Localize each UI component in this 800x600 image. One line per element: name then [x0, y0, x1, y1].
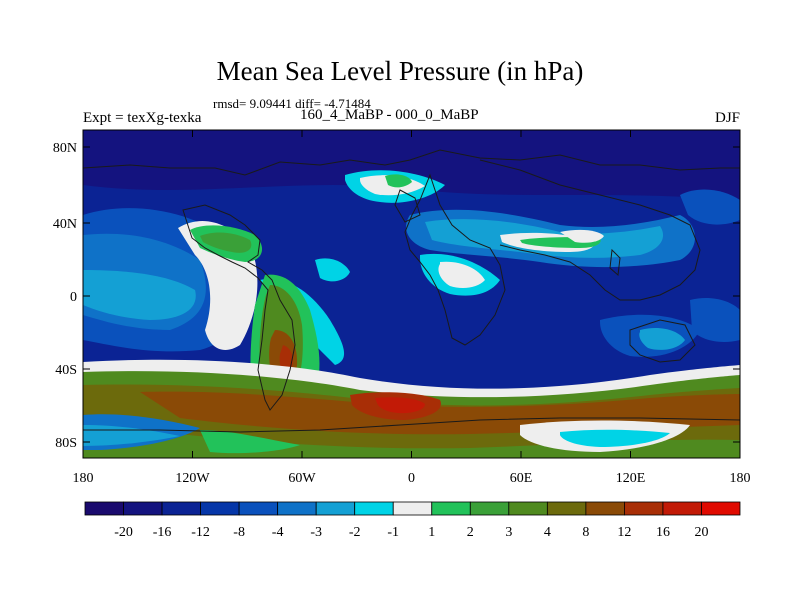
colorbar-label: -20: [114, 525, 133, 540]
colorbar-swatch: [238, 501, 279, 516]
experiment-label: Expt = texXg-texka: [83, 110, 202, 126]
colorbar-label: -3: [310, 525, 322, 540]
colorbar-label: 1: [428, 525, 435, 540]
colorbar-swatch: [431, 501, 471, 516]
colorbar-swatch: [315, 501, 356, 516]
colorbar-swatch: [161, 501, 201, 516]
pressure-field: [83, 130, 740, 458]
colorbar-swatch: [546, 501, 587, 516]
colorbar-label: 20: [694, 525, 708, 540]
lon-tick-label: 120E: [616, 471, 646, 486]
colorbar-swatch: [123, 501, 163, 516]
colorbar-label: -2: [349, 525, 361, 540]
latitude-axis: 80N 40N 0 40S 80S: [53, 141, 740, 451]
colorbar-label: 2: [467, 525, 474, 540]
lon-tick-label: 180: [73, 471, 94, 486]
colorbar-swatch: [662, 501, 702, 516]
colorbar-label: -1: [387, 525, 399, 540]
colorbar-swatch: [84, 501, 124, 516]
colorbar-label: -8: [233, 525, 245, 540]
lon-tick-label: 60E: [510, 471, 533, 486]
colorbar-label: 16: [656, 525, 670, 540]
lat-tick-label: 0: [70, 290, 77, 305]
lat-tick-label: 80S: [55, 436, 77, 451]
stats-line: rmsd= 9.09441 diff= -4.71484: [213, 96, 371, 111]
colorbar-label: -12: [191, 525, 210, 540]
colorbar-swatch: [469, 501, 510, 516]
longitude-axis: 180 120W 60W 0 60E 120E 180: [73, 130, 751, 486]
colorbar-swatch: [392, 501, 433, 516]
lat-tick-label: 80N: [53, 141, 77, 156]
lon-tick-label: 120W: [175, 471, 210, 486]
map-title: Mean Sea Level Pressure (in hPa): [216, 56, 584, 86]
difference-label: 160_4_MaBP - 000_0_MaBP: [300, 107, 479, 123]
colorbar-swatch: [701, 501, 741, 516]
colorbar-swatch: [585, 501, 625, 516]
colorbar-label: 8: [582, 525, 589, 540]
colorbar-swatch: [277, 501, 317, 516]
colorbar-label: -16: [153, 525, 172, 540]
colorbar-label: 4: [544, 525, 551, 540]
colorbar-swatch: [624, 501, 664, 516]
colorbar-label: -4: [272, 525, 284, 540]
lat-tick-label: 40N: [53, 217, 77, 232]
lon-tick-label: 180: [730, 471, 751, 486]
colorbar-swatch: [200, 501, 240, 516]
season-label: DJF: [714, 110, 740, 126]
lon-tick-label: 0: [408, 471, 415, 486]
colorbar-label: 12: [617, 525, 631, 540]
colorbar-swatch: [354, 501, 394, 516]
colorbar-label: 3: [505, 525, 512, 540]
colorbar-swatch: [508, 501, 548, 516]
coastlines: [83, 149, 740, 433]
colorbar: -20 -16 -12 -8 -4 -3 -2 -1 1 2 3 4 8 12 16 20: [84, 501, 741, 540]
lat-tick-label: 40S: [55, 363, 77, 378]
lon-tick-label: 60W: [288, 471, 316, 486]
